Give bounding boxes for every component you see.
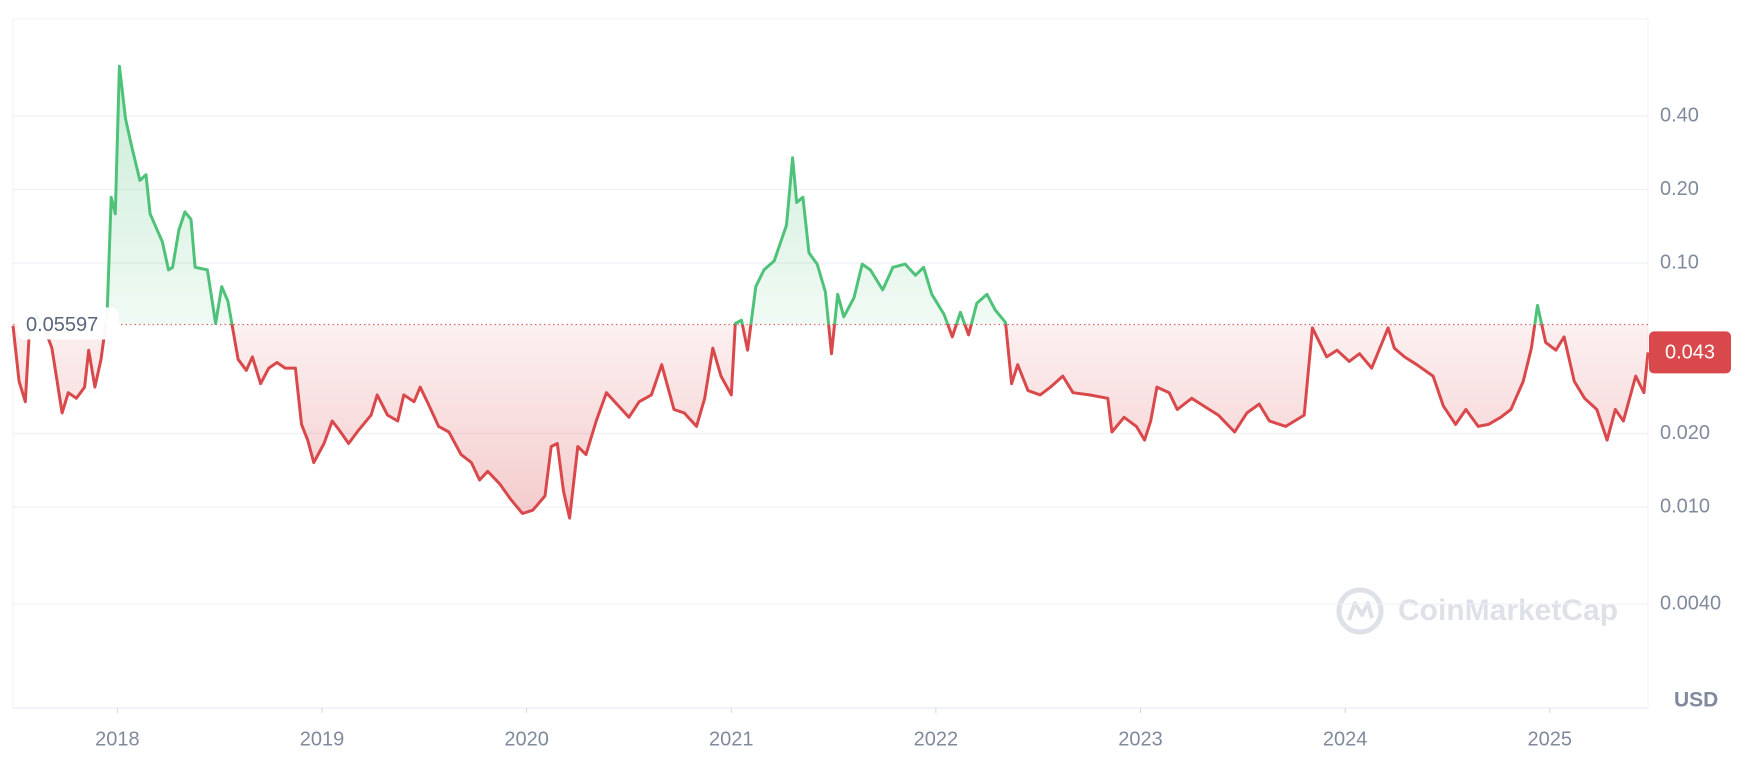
current-price-badge (1649, 331, 1731, 374)
y-tick-label: 0.20 (1660, 178, 1699, 200)
x-tick-label: 2019 (300, 728, 345, 750)
watermark-logo-mark (1347, 601, 1374, 621)
x-tick-label: 2018 (95, 728, 140, 750)
baseline-label-bg (17, 307, 119, 340)
x-tick-label: 2020 (504, 728, 549, 750)
y-tick-label: 0.020 (1660, 422, 1710, 444)
current-price-label: 0.043 (1665, 342, 1715, 364)
area-fill (13, 66, 1648, 519)
x-tick-label: 2022 (914, 728, 959, 750)
unit-label: USD (1674, 689, 1718, 712)
y-tick-label: 0.0040 (1660, 592, 1721, 614)
y-tick-label: 0.010 (1660, 495, 1710, 517)
y-tick-label: 0.40 (1660, 104, 1699, 126)
x-tick-label: 2021 (709, 728, 754, 750)
price-line (11, 64, 1650, 520)
x-tick-label: 2025 (1528, 728, 1573, 750)
watermark-text: CoinMarketCap (1398, 594, 1618, 627)
watermark-logo (1336, 587, 1384, 635)
x-tick-label: 2023 (1118, 728, 1163, 750)
watermark: CoinMarketCap (1336, 587, 1618, 635)
y-tick-label: 0.10 (1660, 251, 1699, 273)
baseline-label: 0.05597 (26, 314, 98, 336)
x-tick-label: 2024 (1323, 728, 1368, 750)
